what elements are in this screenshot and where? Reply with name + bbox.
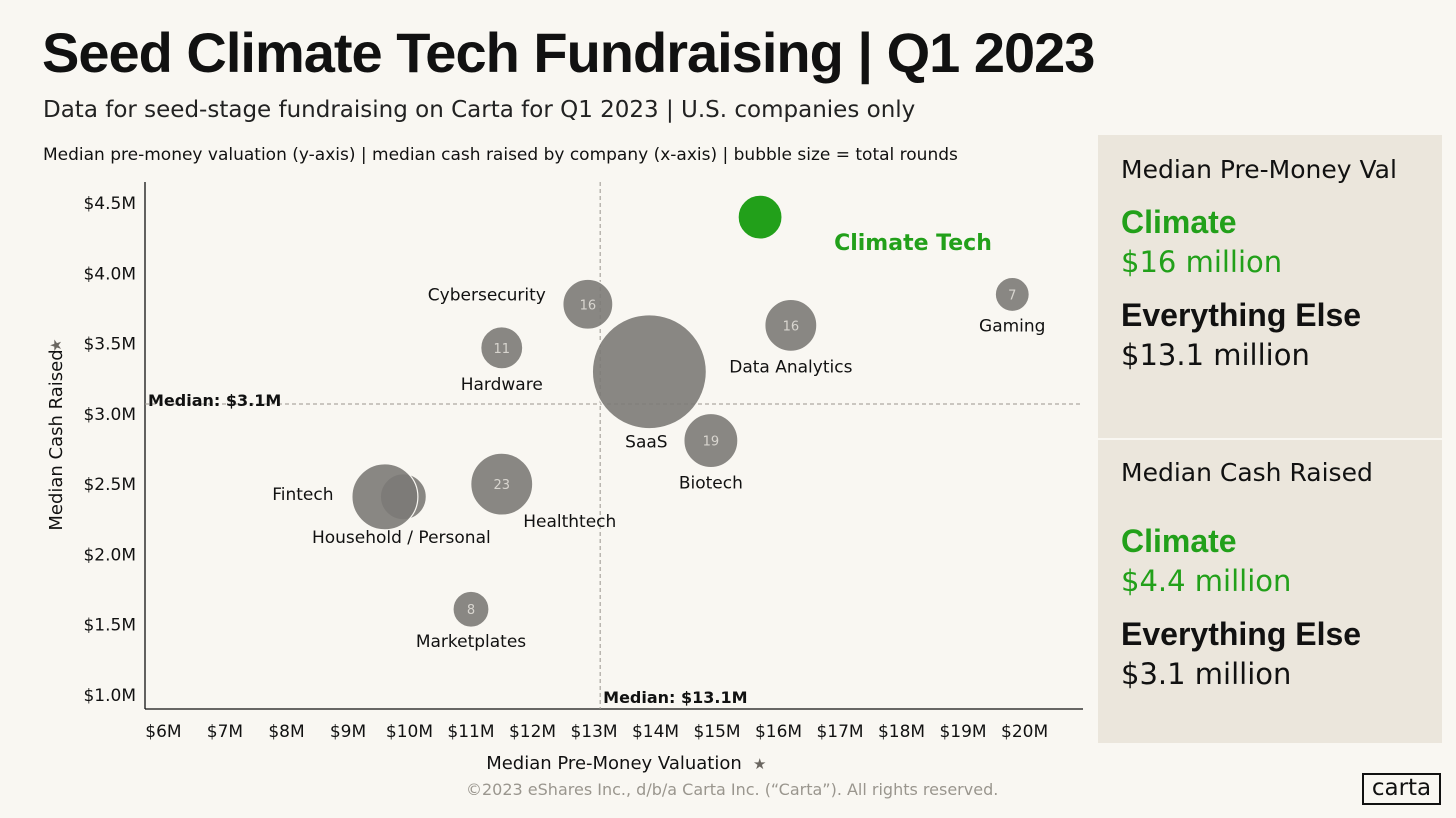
valuation-else-label: Everything Else: [1121, 297, 1362, 333]
bubble-name-label: SaaS: [625, 433, 667, 453]
bubble-name-label: Hardware: [461, 375, 543, 395]
bubble-data-analytics: [764, 298, 818, 352]
y-tick-label: $3.5M: [83, 335, 136, 355]
y-tick-label: $2.0M: [83, 545, 136, 565]
copyright-footer: ©2023 eShares Inc., d/b/a Carta Inc. (“C…: [466, 780, 999, 799]
bubble-rounds-label: 16: [783, 319, 800, 334]
bubble-rounds-label: 7: [1008, 288, 1016, 303]
x-tick-label: $14M: [632, 722, 679, 742]
cash-header: Median Cash Raised: [1121, 458, 1373, 487]
y-tick-label: $1.0M: [83, 686, 136, 706]
bubble-name-label: Marketplates: [416, 632, 526, 652]
bubble-biotech: [683, 412, 739, 469]
cash-climate-label: Climate: [1121, 523, 1237, 559]
y-axis-title: Median Cash Raised: [46, 349, 67, 530]
valuation-climate-value: $16 million: [1121, 245, 1283, 279]
bubble-chart: $1.0M $1.5M $2.0M $2.5M $3.0M $3.5M $4.0M $4.5M…: [46, 182, 1083, 774]
valuation-climate-label: Climate: [1121, 204, 1237, 240]
page-subtitle: Data for seed-stage fundraising on Carta…: [43, 97, 916, 123]
summary-panel: Median Pre-Money Val Climate $16 million…: [1098, 135, 1442, 743]
bubble-name-label: Biotech: [679, 474, 743, 494]
panel-divider: [1098, 438, 1442, 440]
x-tick-label: $8M: [268, 722, 304, 742]
bubble-name-label: Cybersecurity: [428, 285, 546, 305]
bubble-healthtech: [470, 452, 534, 516]
valuation-header: Median Pre-Money Val: [1121, 155, 1397, 184]
cash-else-label: Everything Else: [1121, 616, 1362, 652]
x-tick-label: $20M: [1001, 722, 1048, 742]
bubble-rounds-label: 16: [580, 298, 597, 313]
bubble-name-label: Household / Personal: [312, 528, 491, 548]
chart-note: Median pre-money valuation (y-axis) | me…: [43, 145, 958, 165]
bubble-cybersecurity: [562, 278, 614, 330]
y-tick-label: $4.5M: [83, 194, 136, 214]
bubble-climate-tech: [737, 194, 783, 240]
bubble-saas: [591, 314, 707, 430]
bubble-name-label: Climate Tech: [834, 231, 992, 256]
bubble-hardware: [480, 326, 524, 370]
y-tick-label: $1.5M: [83, 616, 136, 636]
bubble-name-label: Healthtech: [523, 512, 616, 532]
bubble-rounds-label: 11: [493, 342, 510, 357]
bubble-rounds-label: 8: [467, 603, 475, 618]
y-tick-label: $2.5M: [83, 475, 136, 495]
x-tick-label: $10M: [386, 722, 433, 742]
y-tick-label: $3.0M: [83, 405, 136, 425]
cash-else-value: $3.1 million: [1121, 657, 1292, 691]
x-tick-label: $17M: [816, 722, 863, 742]
x-tick-label: $6M: [145, 722, 181, 742]
x-tick-label: $16M: [755, 722, 802, 742]
bubble-name-label: Gaming: [979, 316, 1045, 336]
x-tick-label: $11M: [447, 722, 494, 742]
bubble-name-label: Fintech: [272, 485, 333, 505]
x-tick-label: $9M: [330, 722, 366, 742]
page-title: Seed Climate Tech Fundraising | Q1 2023: [42, 21, 1095, 84]
x-axis-title: Median Pre-Money Valuation: [486, 753, 742, 774]
x-tick-label: $7M: [207, 722, 243, 742]
x-tick-label: $13M: [570, 722, 617, 742]
y-tick-label: $4.0M: [83, 264, 136, 284]
cash-climate-value: $4.4 million: [1121, 564, 1292, 598]
bubble-name-label: Data Analytics: [729, 357, 852, 377]
bubble-gaming: [994, 276, 1030, 313]
bubble-fintech: [351, 463, 419, 531]
pin-icon: ★: [753, 755, 766, 773]
x-tick-label: $12M: [509, 722, 556, 742]
x-tick-label: $18M: [878, 722, 925, 742]
cash-summary: Median Cash Raised Climate $4.4 million …: [1121, 458, 1431, 691]
pin-icon: ★: [47, 339, 65, 352]
valuation-summary: Median Pre-Money Val Climate $16 million…: [1121, 155, 1431, 372]
x-tick-label: $19M: [939, 722, 986, 742]
bubble-rounds-label: 19: [703, 435, 720, 450]
valuation-else-value: $13.1 million: [1121, 338, 1310, 372]
bubble-marketplates: [452, 590, 490, 628]
median-x-label: Median: $13.1M: [603, 688, 747, 707]
bubble-rounds-label: 23: [493, 478, 510, 493]
x-tick-label: $15M: [693, 722, 740, 742]
median-y-label: Median: $3.1M: [148, 391, 281, 410]
carta-logo[interactable]: carta: [1362, 773, 1441, 805]
